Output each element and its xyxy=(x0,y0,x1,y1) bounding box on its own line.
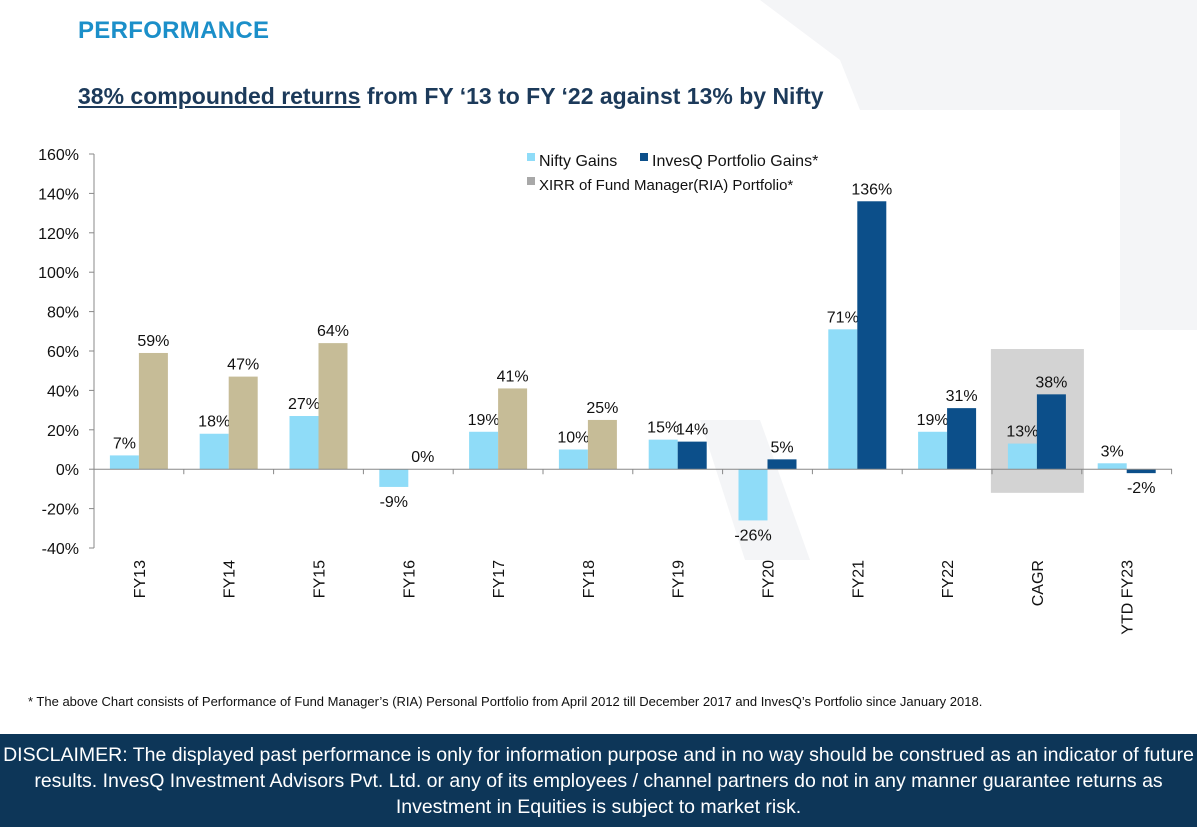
bar-nifty-gains xyxy=(1097,463,1127,470)
bar-data-label: 10% xyxy=(557,430,589,447)
y-tick-label: 0% xyxy=(56,462,79,479)
x-category-label: FY20 xyxy=(761,560,778,598)
bar-xirr-of-fund-manager-ria-portfolio xyxy=(587,419,617,470)
bar-nifty-gains xyxy=(199,433,229,470)
bar-data-label: 14% xyxy=(676,422,708,439)
bar-xirr-of-fund-manager-ria-portfolio xyxy=(138,352,168,470)
bar-invesq-portfolio-gains xyxy=(1126,469,1156,474)
bar-nifty-gains xyxy=(469,431,499,470)
bar-data-label: 41% xyxy=(497,368,529,385)
y-tick-label: -20% xyxy=(42,502,79,519)
bar-data-label: 27% xyxy=(288,396,320,413)
x-category-label: FY21 xyxy=(850,560,867,598)
y-tick-label: 60% xyxy=(47,344,79,361)
x-category-label: YTD FY23 xyxy=(1120,560,1137,635)
performance-bar-chart: -40% -20% 0% 20% 40% 60% 80% 100% 120% 140% 160% 7%… xyxy=(38,147,1173,635)
y-tick-label: 80% xyxy=(47,305,79,322)
disclaimer-banner: DISCLAIMER: The displayed past performan… xyxy=(0,734,1197,827)
bar-data-label: 5% xyxy=(770,439,793,456)
footnote: * The above Chart consists of Performanc… xyxy=(28,694,983,709)
bar-nifty-gains xyxy=(379,469,409,487)
bar-xirr-of-fund-manager-ria-portfolio xyxy=(228,376,258,470)
x-category-label: FY15 xyxy=(312,560,329,598)
bar-data-label: 64% xyxy=(317,323,349,340)
bar-data-label: 13% xyxy=(1006,424,1038,441)
bar-data-label: 59% xyxy=(137,333,169,350)
bar-data-label: 47% xyxy=(227,357,259,374)
bar-data-label: -9% xyxy=(380,494,408,511)
bar-data-label: 18% xyxy=(198,414,230,431)
bar-data-label: 19% xyxy=(917,412,949,429)
chart-title-highlight: 38% compounded returns xyxy=(78,83,361,109)
y-tick-label: 160% xyxy=(38,147,79,164)
legend-swatch xyxy=(527,153,535,161)
bar-data-label: 19% xyxy=(468,412,500,429)
x-category-label: CAGR xyxy=(1030,560,1047,606)
bar-data-label: 31% xyxy=(946,388,978,405)
bar-nifty-gains xyxy=(918,431,948,470)
bar-data-label: 38% xyxy=(1035,374,1067,391)
bar-data-label: -2% xyxy=(1127,480,1155,497)
bar-data-label: 15% xyxy=(647,420,679,437)
x-category-label: FY18 xyxy=(581,560,598,598)
y-tick-label: 120% xyxy=(38,226,79,243)
legend-label: Nifty Gains xyxy=(539,153,617,170)
bar-nifty-gains xyxy=(738,469,768,521)
bar-xirr-of-fund-manager-ria-portfolio xyxy=(498,388,528,470)
bar-nifty-gains xyxy=(109,455,139,470)
x-category-label: FY17 xyxy=(491,560,508,598)
y-tick-label: 140% xyxy=(38,186,79,203)
legend-swatch xyxy=(527,177,535,185)
x-category-label: FY19 xyxy=(671,560,688,598)
legend-label: XIRR of Fund Manager(RIA) Portfolio* xyxy=(539,177,793,194)
legend-label: InvesQ Portfolio Gains* xyxy=(652,153,818,170)
bar-data-label: 0% xyxy=(411,449,434,466)
bar-invesq-portfolio-gains xyxy=(677,441,707,470)
bar-data-label: 71% xyxy=(827,309,859,326)
bar-data-label: -26% xyxy=(734,527,771,544)
bar-invesq-portfolio-gains xyxy=(857,201,887,470)
y-tick-label: 20% xyxy=(47,423,79,440)
bar-invesq-portfolio-gains xyxy=(947,408,977,470)
section-heading: PERFORMANCE xyxy=(78,17,270,44)
chart-title: 38% compounded returns from FY ‘13 to FY… xyxy=(78,83,824,110)
bar-data-label: 7% xyxy=(113,435,136,452)
y-tick-label: 100% xyxy=(38,265,79,282)
x-category-label: FY13 xyxy=(132,560,149,598)
chart-title-rest: from FY ‘13 to FY ‘22 against 13% by Nif… xyxy=(360,83,824,109)
x-category-label: FY16 xyxy=(401,560,418,598)
legend-swatch xyxy=(640,153,648,161)
bar-nifty-gains xyxy=(828,329,858,470)
y-tick-label: -40% xyxy=(42,541,79,558)
bar-nifty-gains xyxy=(1007,443,1037,470)
bar-data-label: 3% xyxy=(1101,443,1124,460)
bar-data-label: 136% xyxy=(851,181,892,198)
bar-invesq-portfolio-gains xyxy=(1036,394,1066,470)
bar-xirr-of-fund-manager-ria-portfolio xyxy=(318,343,348,470)
y-tick-label: 40% xyxy=(47,383,79,400)
bar-nifty-gains xyxy=(558,449,588,470)
bar-data-label: 25% xyxy=(586,400,618,417)
bar-nifty-gains xyxy=(289,416,319,470)
x-category-label: FY22 xyxy=(940,560,957,598)
bar-invesq-portfolio-gains xyxy=(767,459,797,470)
bar-nifty-gains xyxy=(648,439,678,470)
x-category-label: FY14 xyxy=(222,560,239,598)
